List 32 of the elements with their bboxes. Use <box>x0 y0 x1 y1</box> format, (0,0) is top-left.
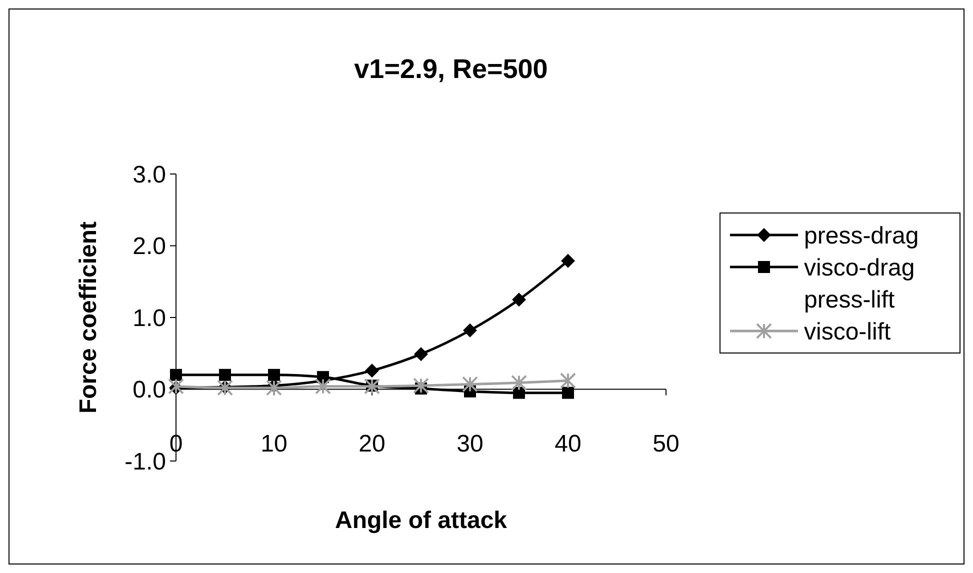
point <box>219 368 231 381</box>
x-tick-label: 10 <box>260 430 288 458</box>
point <box>511 374 527 391</box>
point <box>463 323 477 338</box>
x-tick-label: 50 <box>652 430 680 458</box>
point <box>560 372 576 389</box>
y-tick-label: 0.0 <box>132 376 166 404</box>
point <box>414 347 428 362</box>
x-tick-label: 40 <box>554 430 582 458</box>
chart-title: v1=2.9, Re=500 <box>354 54 548 84</box>
legend-label: visco-drag <box>804 254 915 282</box>
point <box>268 368 280 381</box>
y-tick-label: -1.0 <box>124 448 166 476</box>
point <box>365 364 379 378</box>
point <box>315 378 331 394</box>
point <box>413 378 429 394</box>
y-tick-label: 1.0 <box>132 304 166 332</box>
point <box>561 254 575 268</box>
legend-label: press-drag <box>804 222 919 250</box>
text: press-lift <box>804 286 896 314</box>
x-tick-label: 30 <box>456 430 484 458</box>
y-tick-label: 2.0 <box>132 233 166 260</box>
point <box>562 386 574 399</box>
point <box>170 368 182 381</box>
x-axis-title: Angle of attack <box>334 507 508 534</box>
legend-label: visco-lift <box>804 318 892 346</box>
y-tick-label: 3.0 <box>132 161 166 188</box>
x-tick-label: 20 <box>358 430 386 458</box>
point <box>462 376 478 392</box>
point <box>266 380 282 396</box>
point <box>512 292 526 307</box>
y-axis-title: Force coefficient <box>75 221 102 414</box>
